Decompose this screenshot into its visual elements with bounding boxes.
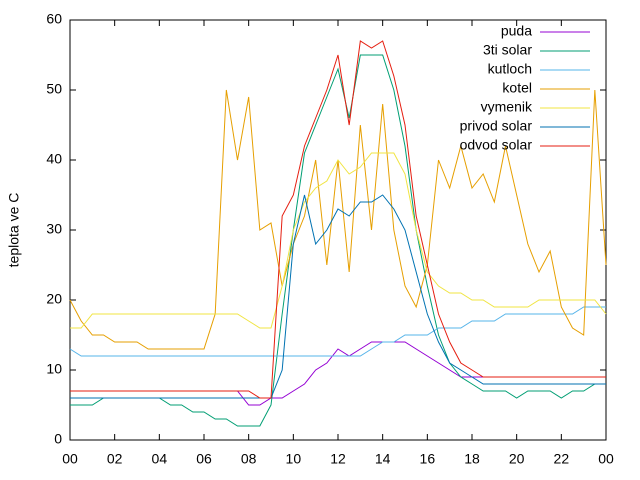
x-tick-label: 02 (107, 451, 123, 467)
y-tick-label: 10 (46, 361, 62, 377)
y-tick-label: 60 (46, 11, 62, 27)
legend-label: kutloch (488, 61, 532, 77)
y-tick-label: 0 (54, 431, 62, 447)
x-tick-label: 22 (554, 451, 570, 467)
x-tick-label: 08 (241, 451, 257, 467)
series-line (70, 341, 606, 406)
y-tick-label: 40 (46, 151, 62, 167)
y-axis-label: teplota ve C (6, 193, 22, 268)
legend-label: kotel (502, 80, 532, 96)
x-tick-label: 16 (420, 451, 436, 467)
x-tick-label: 20 (509, 451, 525, 467)
series-line (70, 152, 607, 329)
series-line (70, 194, 606, 399)
x-tick-label: 18 (464, 451, 480, 467)
legend-label: 3ti solar (483, 42, 532, 58)
series-line (70, 40, 606, 399)
x-tick-label: 04 (152, 451, 168, 467)
x-tick-label: 06 (196, 451, 212, 467)
x-tick-label: 10 (286, 451, 302, 467)
y-tick-label: 20 (46, 291, 62, 307)
y-tick-label: 30 (46, 221, 62, 237)
y-tick-label: 50 (46, 81, 62, 97)
x-tick-label: 14 (375, 451, 391, 467)
legend-label: vymenik (481, 99, 533, 115)
x-tick-label: 00 (598, 451, 614, 467)
series-line (69, 306, 606, 357)
legend-label: odvod solar (460, 137, 533, 153)
legend-label: puda (501, 23, 532, 39)
x-tick-label: 00 (62, 451, 78, 467)
legend-label: privod solar (460, 118, 533, 134)
x-tick-label: 12 (330, 451, 346, 467)
